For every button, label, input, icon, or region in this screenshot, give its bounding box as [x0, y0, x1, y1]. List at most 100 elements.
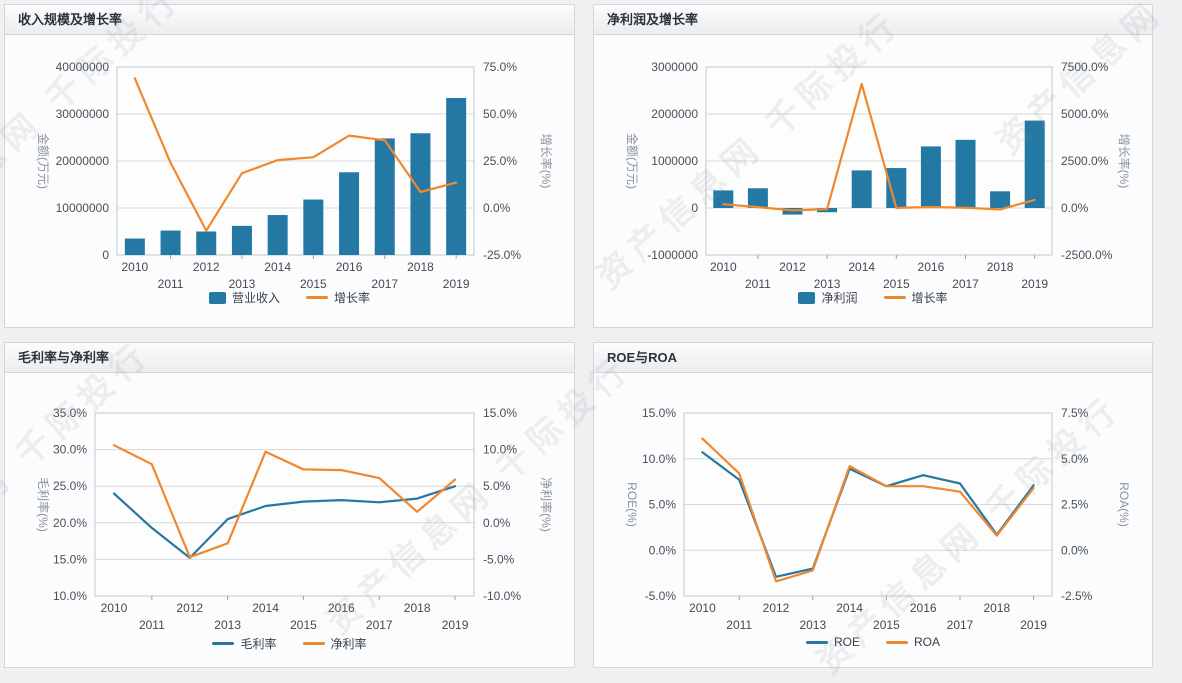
svg-text:2011: 2011: [726, 618, 752, 632]
svg-text:40000000: 40000000: [56, 60, 110, 74]
svg-text:0.0%: 0.0%: [483, 516, 511, 530]
legend-item-毛利率[interactable]: 毛利率: [212, 635, 277, 652]
svg-text:2013: 2013: [814, 277, 841, 291]
svg-text:0.0%: 0.0%: [1061, 543, 1089, 557]
svg-text:2015: 2015: [290, 618, 317, 632]
line-swatch-icon: [805, 640, 828, 644]
svg-text:25.0%: 25.0%: [483, 154, 517, 168]
svg-text:20000000: 20000000: [56, 154, 110, 168]
svg-text:2012: 2012: [176, 601, 203, 615]
legend-label: 增长率: [911, 291, 948, 305]
svg-text:2016: 2016: [328, 601, 355, 615]
svg-text:2010: 2010: [121, 260, 148, 274]
svg-text:15.0%: 15.0%: [53, 552, 87, 566]
legend-item-增长率[interactable]: 增长率: [883, 289, 948, 306]
svg-text:25.0%: 25.0%: [53, 479, 87, 493]
svg-text:5000.0%: 5000.0%: [1061, 107, 1109, 121]
svg-text:2018: 2018: [983, 601, 1010, 615]
line-swatch-icon: [306, 296, 328, 299]
svg-text:10.0%: 10.0%: [53, 589, 87, 603]
legend-item-ROE[interactable]: ROE: [805, 635, 860, 649]
legend-item-净利率[interactable]: 净利率: [302, 635, 367, 652]
svg-text:-10.0%: -10.0%: [483, 589, 521, 603]
legend-netprofit-growth: 净利润 增长率: [594, 289, 1152, 306]
netprofit-growth-chart: 3000000 2000000 1000000 0 -1000000 7500.0% 500…: [625, 60, 1132, 291]
svg-text:2017: 2017: [371, 277, 398, 291]
svg-text:ROE(%): ROE(%): [625, 482, 639, 527]
line-swatch-icon: [886, 640, 908, 644]
svg-text:2018: 2018: [404, 601, 431, 615]
svg-text:2010: 2010: [689, 601, 716, 615]
svg-text:5.0%: 5.0%: [1061, 452, 1089, 466]
svg-text:10.0%: 10.0%: [642, 452, 676, 466]
svg-text:ROA(%): ROA(%): [1117, 482, 1131, 527]
margins-chart: 35.0% 30.0% 25.0% 20.0% 15.0% 10.0% 15.0% 10.0%…: [36, 406, 554, 632]
legend-label: ROE: [833, 635, 860, 649]
svg-text:-25.0%: -25.0%: [483, 248, 521, 262]
svg-text:-1000000: -1000000: [647, 248, 698, 262]
legend-label: 增长率: [334, 291, 371, 305]
svg-text:3000000: 3000000: [651, 60, 698, 74]
bar-swatch-icon: [798, 291, 816, 304]
svg-text:1000000: 1000000: [651, 154, 698, 168]
legend-label: 毛利率: [240, 637, 277, 651]
panel-header: ROE与ROA: [594, 343, 1152, 373]
svg-text:2013: 2013: [799, 618, 826, 632]
svg-text:10.0%: 10.0%: [483, 443, 517, 457]
svg-text:0.0%: 0.0%: [649, 543, 677, 557]
svg-text:2017: 2017: [366, 618, 393, 632]
svg-text:2010: 2010: [101, 601, 128, 615]
panel-header: 毛利率与净利率: [5, 343, 574, 373]
svg-text:增长率(%): 增长率(%): [1117, 134, 1132, 189]
panel-title: 毛利率与净利率: [18, 350, 110, 365]
legend-item-增长率[interactable]: 增长率: [306, 289, 370, 306]
svg-text:2014: 2014: [252, 601, 279, 615]
svg-text:2016: 2016: [910, 601, 937, 615]
svg-text:0.0%: 0.0%: [483, 201, 511, 215]
svg-text:2019: 2019: [442, 618, 469, 632]
legend-item-ROA[interactable]: ROA: [886, 635, 940, 649]
svg-text:2012: 2012: [193, 260, 220, 274]
svg-text:2014: 2014: [836, 601, 863, 615]
svg-text:0.0%: 0.0%: [1061, 201, 1089, 215]
roe-roa-chart: 15.0% 10.0% 5.0% 0.0% -5.0% 7.5% 5.0% 2.5% 0.0% -…: [625, 406, 1131, 632]
legend-label: 营业收入: [231, 291, 280, 305]
panel-netprofit-growth: 净利润及增长率 3000000 2000000 1000000 0 -1000000 75…: [593, 4, 1153, 328]
svg-text:2015: 2015: [873, 618, 900, 632]
panel-header: 净利润及增长率: [594, 5, 1152, 35]
svg-text:5.0%: 5.0%: [649, 498, 677, 512]
legend-item-营业收入[interactable]: 营业收入: [208, 289, 280, 306]
svg-text:30000000: 30000000: [56, 107, 110, 121]
svg-text:2017: 2017: [947, 618, 974, 632]
svg-text:15.0%: 15.0%: [483, 406, 517, 420]
svg-text:15.0%: 15.0%: [642, 406, 676, 420]
legend-item-净利润[interactable]: 净利润: [798, 289, 858, 306]
svg-text:毛利率(%): 毛利率(%): [36, 477, 51, 532]
panel-title: 净利润及增长率: [607, 12, 699, 27]
svg-text:2010: 2010: [710, 260, 737, 274]
svg-text:净利率(%): 净利率(%): [539, 477, 554, 532]
svg-text:2000000: 2000000: [651, 107, 698, 121]
svg-text:2017: 2017: [952, 277, 979, 291]
svg-text:2019: 2019: [443, 277, 470, 291]
svg-text:2016: 2016: [918, 260, 945, 274]
line-swatch-icon: [883, 296, 906, 299]
svg-text:0: 0: [102, 248, 109, 262]
svg-text:50.0%: 50.0%: [483, 107, 517, 121]
panel-title: ROE与ROA: [607, 350, 678, 365]
panel-roe-roa: ROE与ROA 15.0% 10.0% 5.0% 0.0% -5.0% 7.5% 5.0% 2…: [593, 342, 1153, 668]
svg-text:30.0%: 30.0%: [53, 443, 87, 457]
svg-text:2500.0%: 2500.0%: [1061, 154, 1109, 168]
svg-text:2018: 2018: [987, 260, 1014, 274]
panel-header: 收入规模及增长率: [5, 5, 574, 35]
svg-text:2013: 2013: [214, 618, 241, 632]
legend-label: 净利率: [330, 637, 367, 651]
svg-text:-5.0%: -5.0%: [483, 552, 515, 566]
bar-swatch-icon: [208, 291, 226, 304]
svg-text:2018: 2018: [407, 260, 434, 274]
svg-text:-2500.0%: -2500.0%: [1061, 248, 1113, 262]
svg-text:2011: 2011: [139, 618, 165, 632]
revenue-growth-chart: 40000000 30000000 20000000 10000000 0 75.0% 50…: [36, 60, 554, 291]
svg-text:7.5%: 7.5%: [1061, 406, 1089, 420]
